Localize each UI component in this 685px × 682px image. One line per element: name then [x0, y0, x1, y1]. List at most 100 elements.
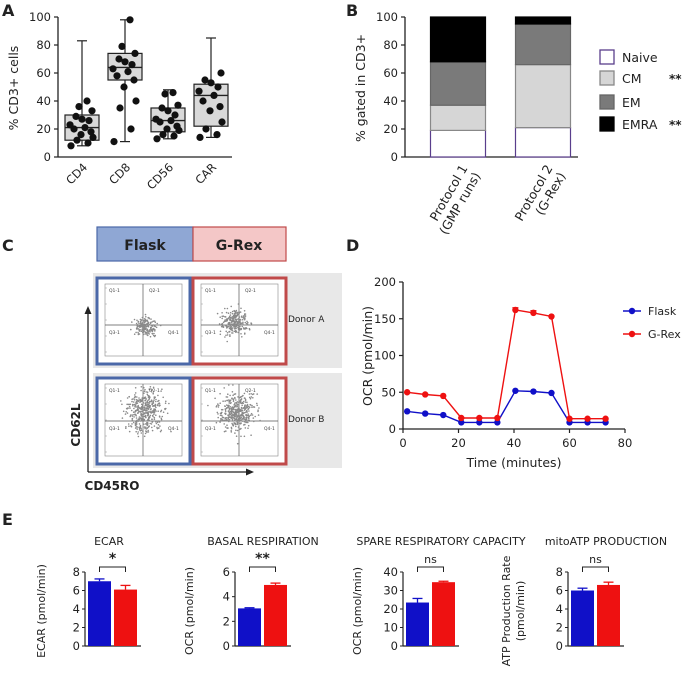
b-legend-label-naive: Naive: [622, 50, 658, 65]
a-point: [201, 76, 209, 84]
c-event-dot: [226, 332, 229, 334]
c-event-dot: [242, 412, 244, 415]
c-event-dot: [219, 421, 221, 423]
c-event-dot: [230, 305, 232, 308]
a-point: [214, 83, 222, 91]
c-event-dot: [234, 314, 236, 317]
c-event-dot: [222, 400, 224, 403]
c-event-dot: [133, 318, 136, 321]
c-event-dot: [244, 399, 247, 402]
c-event-dot: [231, 397, 233, 400]
c-quadrant-label: Q3-1: [205, 426, 216, 432]
a-point: [195, 87, 203, 95]
c-event-dot: [248, 328, 251, 331]
c-event-dot: [225, 325, 228, 328]
c-event-dot: [137, 420, 140, 422]
panel-b-stacked-bars: % gated in CD3+ 0 20 40 60 80 100 Protocol 1(…: [353, 10, 682, 237]
e-sig-label: **: [255, 551, 270, 567]
c-event-dot: [250, 323, 253, 325]
c-event-dot: [229, 314, 232, 316]
c-event-dot: [226, 424, 228, 427]
c-event-dot: [237, 408, 239, 411]
e-y-tick-label: 2: [556, 621, 563, 635]
c-event-dot: [136, 419, 138, 422]
c-event-dot: [134, 387, 137, 389]
c-event-dot: [137, 411, 139, 414]
c-event-dot: [246, 323, 249, 326]
c-event-dot: [140, 330, 143, 333]
c-event-dot: [227, 405, 230, 408]
c-event-dot: [142, 430, 144, 433]
d-point-flask: [403, 408, 411, 415]
e-y-label: OCR (pmol/min): [183, 567, 196, 655]
c-event-dot: [225, 311, 228, 314]
c-quadrant-label: Q3-1: [205, 330, 216, 336]
c-event-dot: [152, 405, 154, 408]
b-legend-label-cm: CM: [622, 71, 642, 86]
donor-b-label: Donor B: [288, 415, 324, 425]
c-event-dot: [128, 425, 130, 428]
c-event-dot: [153, 325, 156, 327]
c-event-dot: [125, 427, 127, 430]
c-event-dot: [235, 323, 238, 325]
c-event-dot: [150, 423, 153, 425]
c-event-dot: [229, 334, 231, 336]
c-event-dot: [152, 386, 155, 389]
c-event-dot: [146, 431, 148, 433]
c-event-dot: [259, 419, 261, 422]
c-event-dot: [149, 331, 151, 333]
c-event-dot: [127, 423, 130, 425]
a-y-label: % CD3+ cells: [6, 46, 21, 131]
c-event-dot: [135, 420, 137, 423]
c-event-dot: [133, 416, 135, 418]
a-point: [210, 91, 218, 99]
c-event-dot: [135, 415, 137, 417]
c-event-dot: [128, 430, 131, 433]
c-event-dot: [232, 317, 235, 320]
c-event-dot: [229, 311, 232, 314]
c-event-dot: [246, 406, 249, 409]
d-x-tick-label: 60: [562, 436, 577, 450]
c-event-dot: [246, 320, 248, 323]
c-event-dot: [146, 411, 148, 414]
donor-a-label: Donor A: [288, 315, 325, 325]
c-event-dot: [244, 317, 246, 320]
c-event-dot: [229, 318, 232, 320]
d-legend-label-flask: Flask: [648, 305, 677, 318]
c-event-dot: [134, 411, 137, 413]
c-event-dot: [144, 402, 147, 405]
c-event-dot: [221, 322, 224, 325]
c-event-dot: [228, 407, 231, 410]
c-event-dot: [236, 411, 238, 414]
d-point-grex: [458, 414, 465, 422]
c-event-dot: [225, 419, 227, 422]
c-event-dot: [229, 322, 231, 325]
c-event-dot: [225, 430, 227, 432]
c-event-dot: [151, 426, 153, 429]
c-event-dot: [248, 393, 251, 395]
c-event-dot: [153, 397, 156, 400]
b-legend-swatch-emra: [599, 116, 615, 132]
c-event-dot: [230, 426, 233, 429]
e-sig-label: ns: [424, 553, 437, 566]
c-event-dot: [141, 416, 144, 418]
c-event-dot: [136, 428, 138, 430]
c-event-dot: [253, 420, 255, 423]
c-event-dot: [232, 400, 235, 403]
c-event-dot: [140, 408, 143, 411]
c-event-dot: [237, 303, 240, 305]
c-event-dot: [240, 398, 243, 401]
c-event-dot: [139, 321, 142, 324]
c-event-dot: [236, 421, 238, 423]
d-point-grex: [530, 309, 537, 317]
c-event-dot: [242, 400, 245, 403]
c-event-dot: [232, 332, 234, 334]
a-point: [87, 128, 95, 136]
a-point: [206, 107, 214, 115]
c-event-dot: [137, 433, 139, 435]
c-event-dot: [239, 396, 242, 399]
panel-label-a: A: [2, 1, 15, 20]
c-event-dot: [153, 408, 155, 410]
c-event-dot: [224, 409, 227, 411]
c-event-dot: [218, 323, 221, 325]
